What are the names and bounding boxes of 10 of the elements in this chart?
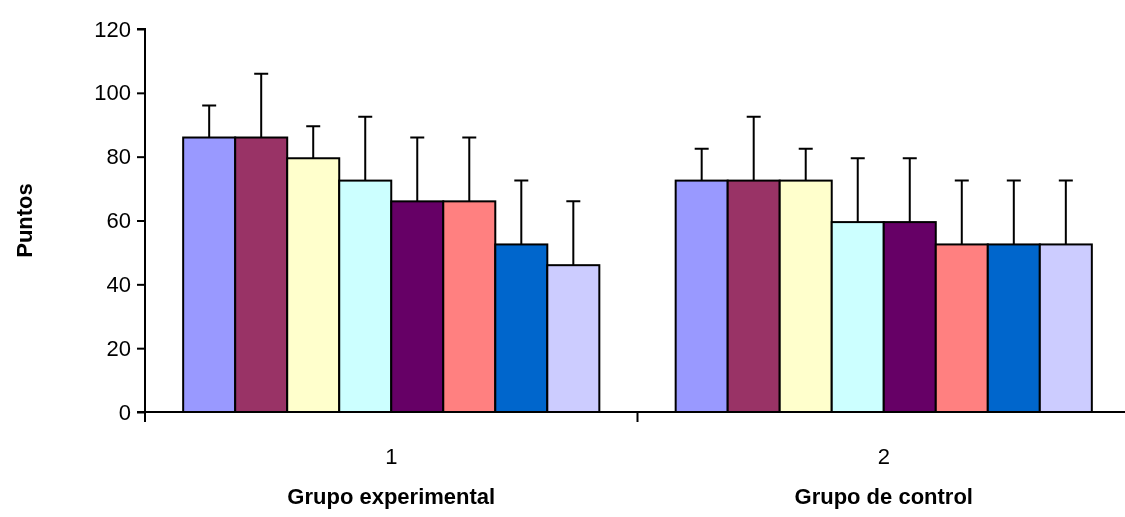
y-tick-label: 0 [118, 399, 131, 425]
y-tick-label: 40 [106, 271, 131, 297]
x-tick-label: 2 Grupo de control [794, 444, 973, 509]
x-tick-label: 1 Grupo experimental [287, 444, 496, 509]
y-tick-label: 120 [94, 16, 131, 42]
y-axis-title: Puntos [12, 183, 37, 258]
y-tick-label: 20 [106, 335, 131, 361]
y-tick-label: 100 [94, 80, 131, 106]
y-tick-label: 80 [106, 144, 131, 170]
y-tick-label: 60 [106, 208, 131, 234]
